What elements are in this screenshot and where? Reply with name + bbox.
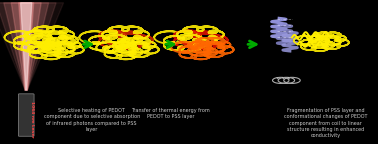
Polygon shape: [0, 3, 64, 90]
Text: Transfer of thermal energy from
PEDOT to PSS layer: Transfer of thermal energy from PEDOT to…: [131, 108, 210, 119]
Text: Fragmentation of PSS layer and
conformational changes of PEDOT
component from co: Fragmentation of PSS layer and conformat…: [284, 108, 367, 138]
Text: 1064 nm Laser: 1064 nm Laser: [30, 101, 34, 138]
Polygon shape: [0, 3, 56, 90]
Polygon shape: [19, 3, 34, 90]
Polygon shape: [11, 3, 41, 90]
Polygon shape: [4, 3, 49, 90]
FancyBboxPatch shape: [19, 94, 34, 136]
Polygon shape: [20, 3, 32, 90]
Text: Selective heating of PEDOT
component due to selective absorption
of infrared pho: Selective heating of PEDOT component due…: [43, 108, 140, 132]
